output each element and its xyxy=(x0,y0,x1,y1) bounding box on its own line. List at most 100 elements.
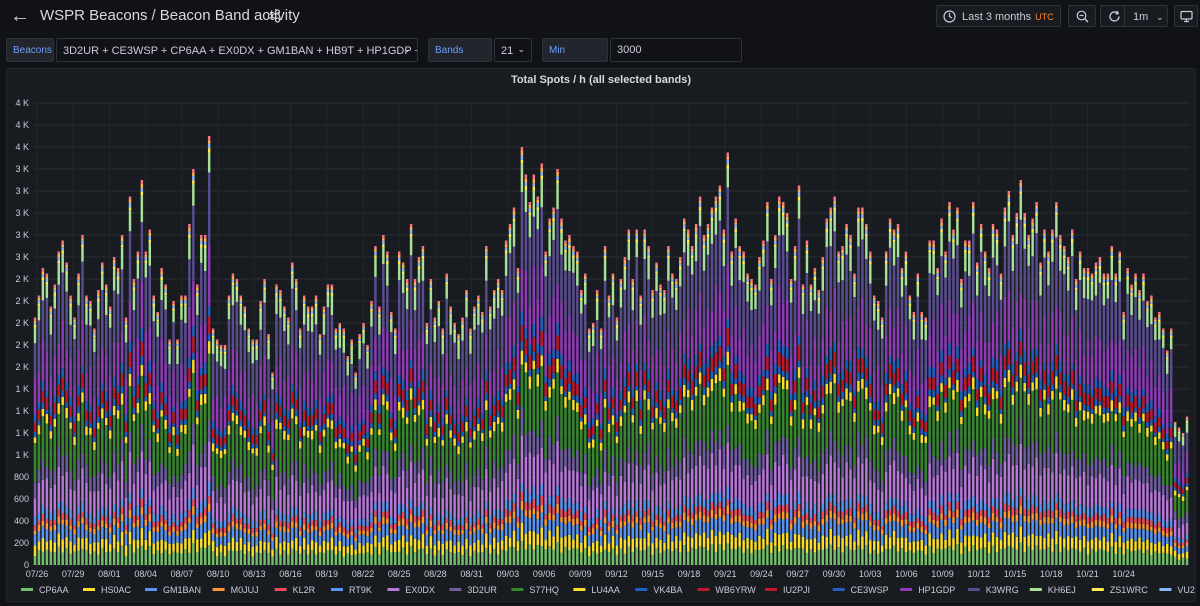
bar-segment xyxy=(766,454,769,494)
bar-segment xyxy=(940,549,943,565)
bar-segment xyxy=(746,275,749,279)
bar-segment xyxy=(461,442,464,482)
bar-segment xyxy=(172,514,175,523)
bar-segment xyxy=(207,481,211,497)
bar-segment xyxy=(948,546,951,565)
bar-segment xyxy=(635,318,638,365)
bar-segment xyxy=(394,450,397,477)
bar-segment xyxy=(394,534,397,542)
bar-segment xyxy=(192,280,195,327)
bar-segment xyxy=(310,469,314,485)
bar-segment xyxy=(588,531,591,536)
bar-segment xyxy=(857,210,860,215)
bar-segment xyxy=(49,334,53,377)
bar-segment xyxy=(643,229,646,234)
bar-segment xyxy=(338,324,342,328)
bar-segment xyxy=(595,487,599,510)
zoom-out-button[interactable] xyxy=(1068,5,1096,27)
bar-segment xyxy=(382,394,385,406)
bar-segment xyxy=(813,538,817,553)
bar-segment xyxy=(679,269,682,287)
beacons-select[interactable]: 3D2UR + CE3WSP + CP6AA + EX0DX + GM1BAN … xyxy=(56,38,418,62)
bar-segment xyxy=(536,545,539,565)
bar-segment xyxy=(215,547,219,557)
bar-segment xyxy=(390,312,393,315)
bar-segment xyxy=(69,422,72,429)
y-tick-label: 4 K xyxy=(15,142,29,152)
bar-segment xyxy=(845,319,848,361)
bar-segment xyxy=(496,542,500,555)
share-icon[interactable] xyxy=(267,9,281,23)
bar-segment xyxy=(136,458,140,472)
bar-segment xyxy=(394,552,397,565)
bar-segment xyxy=(580,542,583,553)
bar-segment xyxy=(817,525,821,532)
bar-segment xyxy=(33,442,37,483)
bar-segment xyxy=(801,428,805,459)
bar-segment xyxy=(496,391,500,401)
bar-segment xyxy=(853,518,856,523)
bar-segment xyxy=(136,539,140,549)
bar-segment xyxy=(936,295,939,352)
bar-segment xyxy=(239,305,243,325)
bar-segment xyxy=(900,537,904,549)
bar-segment xyxy=(215,394,219,429)
bar-segment xyxy=(813,514,817,522)
bar-segment xyxy=(140,328,144,342)
bar-segment xyxy=(690,547,694,565)
bar-segment xyxy=(279,530,282,544)
bar-segment xyxy=(61,456,64,476)
bar-segment xyxy=(714,551,718,565)
bar-segment xyxy=(41,526,45,538)
bar-segment xyxy=(101,408,104,419)
bar-segment xyxy=(457,552,460,565)
bar-segment xyxy=(397,525,401,540)
bar-segment xyxy=(544,254,547,257)
bar-segment xyxy=(536,361,539,369)
bar-segment xyxy=(489,408,492,416)
bar-segment xyxy=(433,442,437,483)
bar-segment xyxy=(215,428,219,435)
back-arrow-icon[interactable]: ← xyxy=(10,5,30,27)
bar-segment xyxy=(655,273,658,291)
bar-segment xyxy=(445,397,448,404)
bar-segment xyxy=(667,523,670,535)
breadcrumb-folder[interactable]: WSPR Beacons xyxy=(40,7,148,24)
bar-segment xyxy=(718,188,722,193)
bar-segment xyxy=(508,230,512,234)
bar-segment xyxy=(168,344,171,347)
bar-segment xyxy=(639,409,642,415)
tv-mode-button[interactable] xyxy=(1174,5,1198,27)
bar-segment xyxy=(473,306,476,309)
bar-segment xyxy=(326,287,330,290)
bar-segment xyxy=(690,334,694,374)
bar-segment xyxy=(255,435,258,441)
bands-select[interactable]: 21 ⌄ xyxy=(494,38,532,62)
bar-segment xyxy=(41,380,45,392)
time-range-picker[interactable]: Last 3 months UTC xyxy=(936,5,1061,27)
bar-segment xyxy=(200,547,203,565)
bar-segment xyxy=(599,423,603,430)
bar-segment xyxy=(750,553,753,565)
bar-segment xyxy=(623,269,627,290)
bar-segment xyxy=(845,536,848,547)
bar-segment xyxy=(896,551,900,565)
bar-segment xyxy=(671,297,674,349)
bar-segment xyxy=(314,298,318,302)
bar-segment xyxy=(318,336,322,339)
bar-segment xyxy=(564,511,567,517)
dashboard-title[interactable]: Beacon Band activity xyxy=(159,7,300,24)
bar-segment xyxy=(172,322,175,371)
refresh-button[interactable] xyxy=(1100,5,1128,27)
bar-segment xyxy=(520,147,524,151)
bar-segment xyxy=(421,516,425,524)
bar-segment xyxy=(302,305,306,325)
bar-segment xyxy=(817,521,821,526)
refresh-interval-picker[interactable]: 1m ⌄ xyxy=(1124,5,1168,27)
bar-segment xyxy=(306,408,310,416)
bar-segment xyxy=(588,556,591,565)
bar-segment xyxy=(599,335,603,338)
min-distance-input[interactable] xyxy=(610,38,742,62)
bar-segment xyxy=(702,515,706,523)
bar-segment xyxy=(433,530,437,535)
